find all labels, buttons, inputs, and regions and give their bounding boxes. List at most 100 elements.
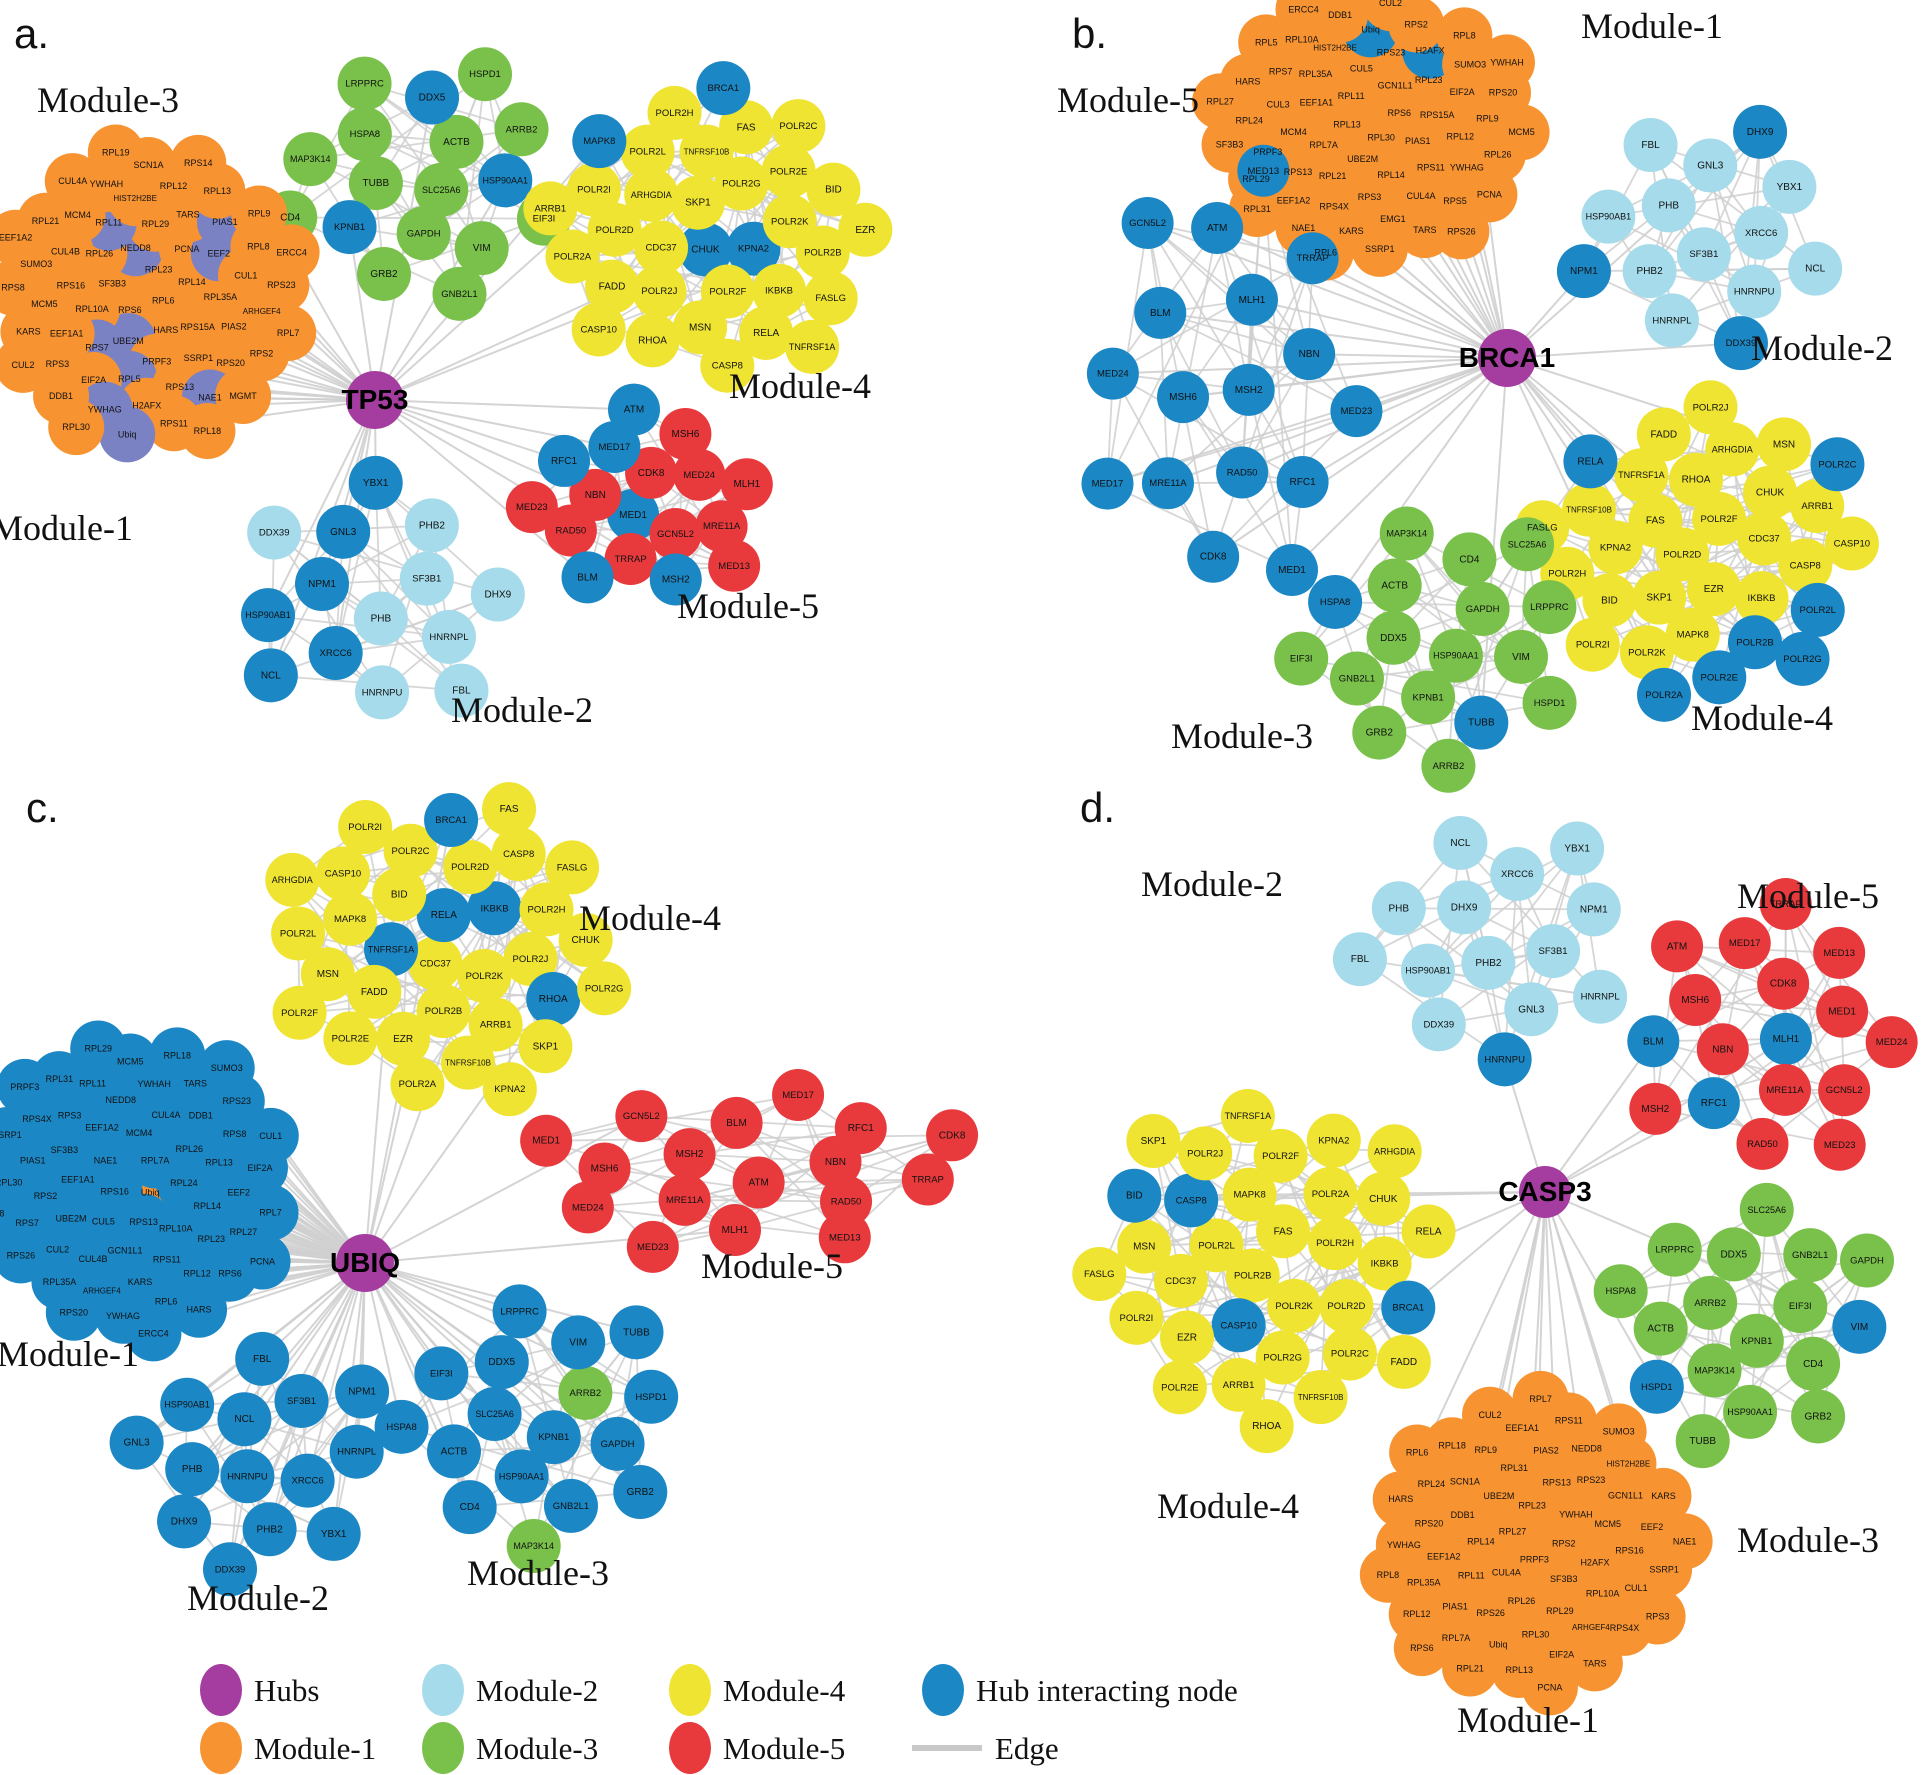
node-HSPD1[interactable]: [458, 47, 513, 102]
node-GNL3[interactable]: [109, 1415, 164, 1470]
node-DHX9[interactable]: [1733, 104, 1788, 159]
node-RPL19[interactable]: [87, 124, 144, 181]
node-VIM[interactable]: [1832, 1299, 1887, 1354]
node-ERCC4[interactable]: [125, 1305, 182, 1362]
node-YBX1[interactable]: [1550, 821, 1605, 876]
node-ARRB1[interactable]: [523, 181, 578, 236]
node-POLR2I[interactable]: [566, 162, 621, 217]
node-POLR2I[interactable]: [1565, 617, 1620, 672]
node-CASP10[interactable]: [571, 302, 626, 357]
node-ARRB2[interactable]: [1683, 1275, 1738, 1330]
node-HSPD1[interactable]: [1522, 675, 1577, 730]
node-GAPDH[interactable]: [396, 206, 451, 261]
node-IKBKB[interactable]: [752, 263, 807, 318]
node-RELA[interactable]: [1401, 1204, 1456, 1259]
node-CASP10[interactable]: [1824, 516, 1879, 571]
node-POLR2E[interactable]: [1692, 650, 1747, 705]
node-GNL3[interactable]: [316, 504, 371, 559]
node-VIM[interactable]: [551, 1315, 606, 1370]
node-MLH1[interactable]: [1225, 273, 1278, 326]
node-SKP1[interactable]: [670, 175, 725, 230]
node-MGMT[interactable]: [215, 367, 272, 424]
node-HSPD1[interactable]: [624, 1369, 679, 1424]
node-HSP90AB1[interactable]: [1400, 943, 1455, 998]
node-POLR2L[interactable]: [271, 906, 326, 961]
node-POLR2E[interactable]: [1152, 1360, 1207, 1415]
node-CD4[interactable]: [1786, 1336, 1841, 1391]
node-FAS[interactable]: [482, 782, 537, 837]
node-KPNA2[interactable]: [482, 1062, 537, 1117]
node-YBX1[interactable]: [306, 1506, 361, 1561]
node-MSH2[interactable]: [1222, 363, 1275, 416]
node-CUL2[interactable]: [0, 336, 52, 393]
node-CDK8[interactable]: [926, 1109, 979, 1162]
node-TUBB[interactable]: [1675, 1414, 1730, 1469]
node-SKP1[interactable]: [518, 1019, 573, 1074]
node-XRCC6[interactable]: [308, 626, 363, 681]
node-FASLG[interactable]: [803, 271, 858, 326]
node-CASP8[interactable]: [1164, 1173, 1219, 1228]
node-RHOA[interactable]: [526, 971, 581, 1026]
node-POLR2A[interactable]: [545, 229, 600, 284]
node-CDK8[interactable]: [625, 446, 678, 499]
node-NCL[interactable]: [1788, 241, 1843, 296]
node-MED13[interactable]: [1813, 926, 1866, 979]
node-CASP8[interactable]: [491, 827, 546, 882]
node-RPL18[interactable]: [149, 1027, 206, 1084]
node-HSP90AA1[interactable]: [494, 1449, 549, 1504]
node-CASP10[interactable]: [1211, 1298, 1266, 1353]
node-NPM1[interactable]: [1556, 244, 1611, 299]
node-GRB2[interactable]: [357, 246, 412, 301]
node-KPNA2[interactable]: [1588, 520, 1643, 575]
node-ARHGDIA[interactable]: [624, 167, 679, 222]
node-MLH1[interactable]: [1759, 1012, 1812, 1065]
node-POLR2G[interactable]: [1775, 631, 1830, 686]
node-RPS3[interactable]: [1629, 1588, 1686, 1645]
node-GAPDH[interactable]: [590, 1416, 645, 1471]
node-CHUK[interactable]: [558, 912, 613, 967]
node-RPS14[interactable]: [170, 134, 227, 191]
node-NPM1[interactable]: [1566, 882, 1621, 937]
node-ACTB[interactable]: [1633, 1301, 1688, 1356]
node-HNRNPU[interactable]: [220, 1449, 275, 1504]
node-TRRAP[interactable]: [1759, 878, 1812, 931]
node-FADD[interactable]: [347, 964, 402, 1019]
node-TRRAP[interactable]: [1286, 232, 1339, 285]
node-HSP90AA1[interactable]: [1428, 628, 1483, 683]
node-TRRAP[interactable]: [604, 533, 657, 586]
node-FBL[interactable]: [1623, 117, 1678, 172]
node-MSN[interactable]: [1757, 417, 1812, 472]
hub-node-BRCA1[interactable]: [1478, 329, 1536, 387]
node-MAPK8[interactable]: [572, 114, 627, 169]
node-KPNB1[interactable]: [322, 200, 377, 255]
node-ARRB1[interactable]: [468, 997, 523, 1052]
node-POLR2D[interactable]: [443, 840, 498, 895]
node-RPL7[interactable]: [242, 1184, 299, 1241]
node-MSN[interactable]: [673, 300, 728, 355]
node-RPL21[interactable]: [1442, 1640, 1499, 1697]
node-POLR2F[interactable]: [1692, 491, 1747, 546]
node-LRPPRC[interactable]: [492, 1284, 547, 1339]
node-GRB2[interactable]: [613, 1465, 668, 1520]
node-RHOA[interactable]: [1669, 452, 1724, 507]
node-HSP90AA1[interactable]: [478, 153, 533, 208]
node-DDX5[interactable]: [1366, 610, 1421, 665]
node-EIF3I[interactable]: [414, 1346, 469, 1401]
node-HSPD1[interactable]: [1629, 1359, 1684, 1414]
node-KPNB1[interactable]: [1729, 1313, 1784, 1368]
node-EZR[interactable]: [838, 202, 893, 257]
node-RFC1[interactable]: [538, 434, 591, 487]
node-RFC1[interactable]: [1687, 1077, 1740, 1130]
node-POLR2G[interactable]: [577, 961, 632, 1016]
node-TNFRSF1A[interactable]: [1614, 448, 1669, 503]
node-GAPDH[interactable]: [1840, 1233, 1895, 1288]
node-MAP3K14[interactable]: [506, 1519, 561, 1574]
node-TARS[interactable]: [1566, 1635, 1623, 1692]
node-TNFRSF1A[interactable]: [364, 922, 419, 977]
node-MED17[interactable]: [1718, 917, 1771, 970]
node-FADD[interactable]: [1636, 407, 1691, 462]
node-EZR[interactable]: [1686, 562, 1741, 617]
node-POLR2H[interactable]: [519, 882, 574, 937]
node-RPL29[interactable]: [70, 1020, 127, 1077]
node-FASLG[interactable]: [1072, 1246, 1127, 1301]
